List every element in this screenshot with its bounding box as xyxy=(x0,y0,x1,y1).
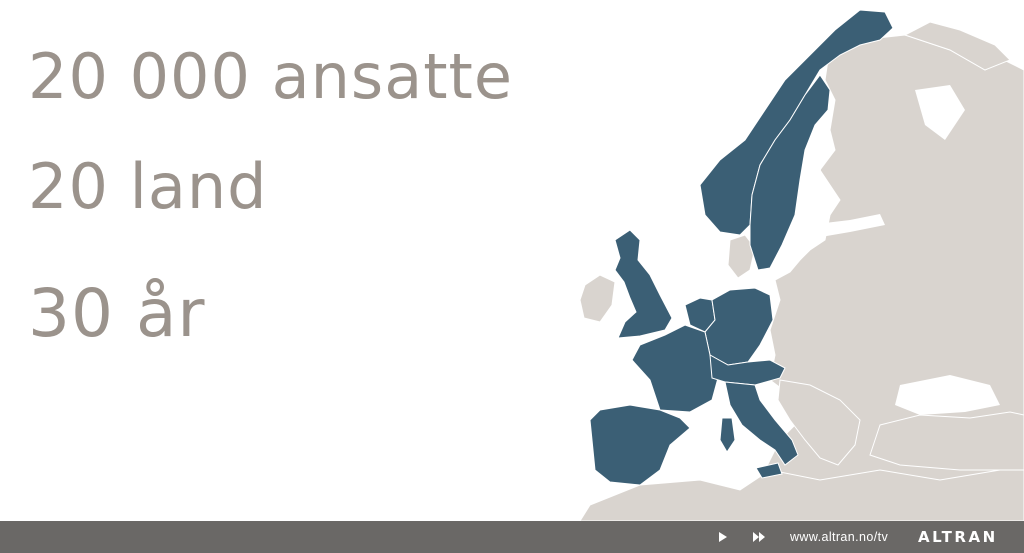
fast-forward-icon xyxy=(753,532,765,542)
map-region-denmark xyxy=(727,234,756,279)
play-icon xyxy=(719,532,727,542)
map-region-balkans xyxy=(777,379,861,466)
map-region-united-kingdom xyxy=(614,229,673,339)
europe-map xyxy=(579,9,1024,521)
stat-employees: 20 000 ansatte xyxy=(28,40,513,113)
altran-tv-link[interactable]: www.altran.no/tv xyxy=(790,530,889,544)
map-region-sardinia xyxy=(719,417,736,453)
altran-logo[interactable]: ALTRAN xyxy=(918,528,998,546)
map-land-highlighted xyxy=(589,9,894,486)
map-region-germany xyxy=(704,287,774,366)
player-bar: www.altran.no/tv ALTRAN xyxy=(0,521,1024,553)
map-region-north-africa xyxy=(579,459,1024,521)
map-region-france xyxy=(631,324,719,413)
map-water-baltic xyxy=(780,110,830,262)
map-water-black-sea xyxy=(895,375,1000,415)
map-region-turkey xyxy=(869,411,1024,471)
slide: 20 000 ansatte 20 land 30 år xyxy=(28,9,1024,521)
map-region-sicily xyxy=(755,462,783,479)
map-region-kola xyxy=(903,21,1011,71)
map-region-italy xyxy=(724,381,799,466)
map-region-norway xyxy=(699,9,894,236)
play-button[interactable] xyxy=(712,521,734,553)
map-region-ireland xyxy=(579,274,616,323)
map-water-white-sea xyxy=(915,85,965,140)
stat-years: 30 år xyxy=(28,275,206,352)
map-water xyxy=(780,85,1000,415)
map-region-iberia xyxy=(589,404,691,486)
stat-countries: 20 land xyxy=(28,150,268,223)
map-region-alpine xyxy=(709,354,786,386)
fast-forward-button[interactable] xyxy=(748,521,770,553)
map-region-sweden xyxy=(749,74,831,271)
map-water-gulf-finland xyxy=(808,214,885,238)
